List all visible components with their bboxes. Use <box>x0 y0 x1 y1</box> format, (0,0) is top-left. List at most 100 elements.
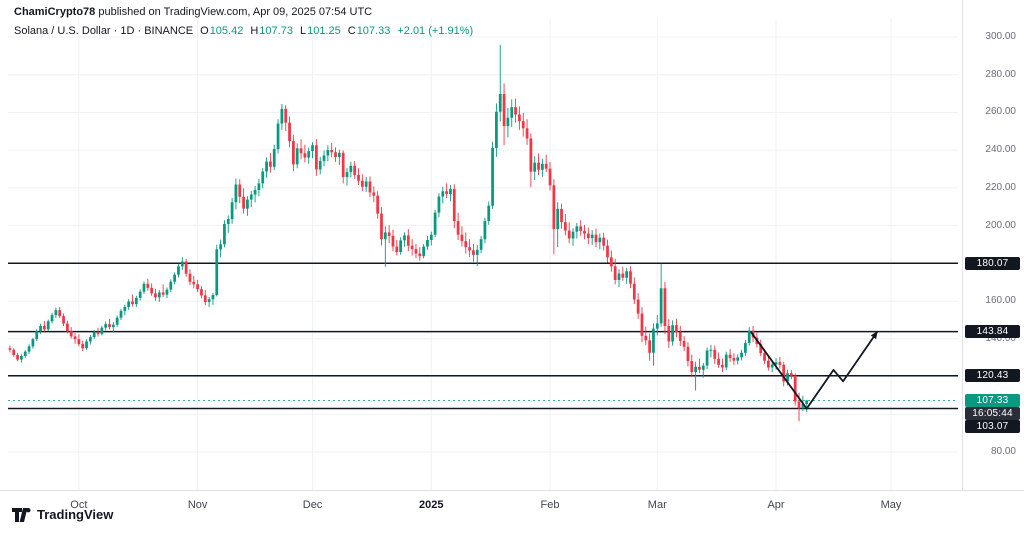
candle <box>744 339 747 357</box>
candle <box>675 318 678 338</box>
price-axis-label: 300.00 <box>985 31 1016 42</box>
candle <box>747 327 751 346</box>
candle <box>541 158 544 177</box>
candle <box>598 233 602 250</box>
candle <box>127 299 131 310</box>
candle <box>92 330 96 340</box>
candle <box>732 353 736 365</box>
candle <box>502 83 506 146</box>
candle <box>575 222 579 239</box>
time-axis-label: Dec <box>302 499 323 511</box>
candle <box>134 295 138 307</box>
candle <box>686 342 690 367</box>
candle <box>50 312 54 324</box>
candle <box>246 196 249 216</box>
candle <box>146 278 150 291</box>
candle <box>793 373 797 406</box>
candle <box>521 112 525 137</box>
candle <box>230 197 234 224</box>
candle <box>249 190 253 207</box>
candle <box>43 320 46 332</box>
candle <box>292 134 295 172</box>
bar-close-countdown-badge: 16:05:44 <box>965 406 1020 420</box>
candle <box>491 141 494 209</box>
candle <box>73 333 77 344</box>
candle <box>211 292 215 305</box>
candle <box>602 232 606 251</box>
candle <box>529 133 533 188</box>
candle <box>667 319 671 348</box>
candle <box>805 399 809 412</box>
candle <box>165 287 169 299</box>
drawn-projection-arrow[interactable] <box>750 330 879 410</box>
candle <box>456 212 460 240</box>
candle <box>629 266 632 289</box>
candle <box>406 229 410 252</box>
candle <box>322 150 326 167</box>
candle <box>142 281 146 294</box>
candle <box>671 320 674 346</box>
candle <box>169 279 173 293</box>
price-axis-label: 220.00 <box>985 181 1016 193</box>
candle <box>452 184 456 229</box>
candle <box>284 105 288 131</box>
candle <box>613 258 617 285</box>
price-axis[interactable]: 300.00 280.00 260.00 240.00 220.00 200.00 180.… <box>962 0 1024 490</box>
candle <box>399 237 403 255</box>
attribution-text: published on TradingView.com, Apr 09, 20… <box>95 6 373 18</box>
candle <box>655 315 659 336</box>
candle <box>441 186 445 204</box>
candlestick-series <box>8 44 809 422</box>
symbol-bar[interactable]: Solana / U.S. Dollar · 1D · BINANCE O105.… <box>14 25 473 37</box>
candle <box>632 277 636 305</box>
candle <box>709 344 713 358</box>
candle <box>495 103 498 157</box>
candle <box>789 370 793 380</box>
candle <box>334 147 337 162</box>
candle <box>253 186 257 203</box>
candle <box>88 335 92 345</box>
candle <box>422 244 426 259</box>
candle <box>257 178 261 197</box>
candle <box>180 257 184 270</box>
candle <box>437 193 441 218</box>
candle <box>192 275 196 289</box>
candle <box>54 307 58 319</box>
candle <box>483 217 487 244</box>
candle <box>276 119 280 154</box>
candle <box>548 161 552 191</box>
candle <box>617 269 621 288</box>
candle <box>318 156 322 175</box>
candle <box>498 44 502 122</box>
candle <box>472 244 475 262</box>
candle <box>364 176 368 192</box>
time-axis-label: Oct <box>70 499 88 511</box>
candle <box>625 267 629 284</box>
symbol-title[interactable]: Solana / U.S. Dollar · 1D · BINANCE <box>14 25 194 37</box>
candle <box>357 168 360 185</box>
candle <box>460 226 464 247</box>
candle <box>694 361 697 391</box>
candle <box>644 326 648 345</box>
candle <box>759 339 763 357</box>
candle <box>426 236 429 250</box>
horizontal-level-lines[interactable] <box>8 262 958 410</box>
close-value: 107.33 <box>356 25 391 37</box>
candle <box>265 157 268 178</box>
candle <box>337 149 341 166</box>
candle <box>659 263 663 327</box>
time-axis-label: Apr <box>767 499 785 511</box>
candle <box>299 139 303 160</box>
candle <box>383 226 387 267</box>
level-price-badge: 103.07 <box>965 420 1020 434</box>
time-axis[interactable]: Oct Nov Dec 2025 Feb Mar Apr May <box>0 490 1024 536</box>
time-axis-label: Mar <box>647 499 667 511</box>
low-value: 101.25 <box>307 25 341 37</box>
candle <box>196 279 199 293</box>
tradingview-logo[interactable]: TradingView <box>12 507 113 522</box>
candle <box>104 321 108 331</box>
candle <box>533 156 537 180</box>
candle <box>123 304 127 316</box>
candle <box>571 228 575 246</box>
